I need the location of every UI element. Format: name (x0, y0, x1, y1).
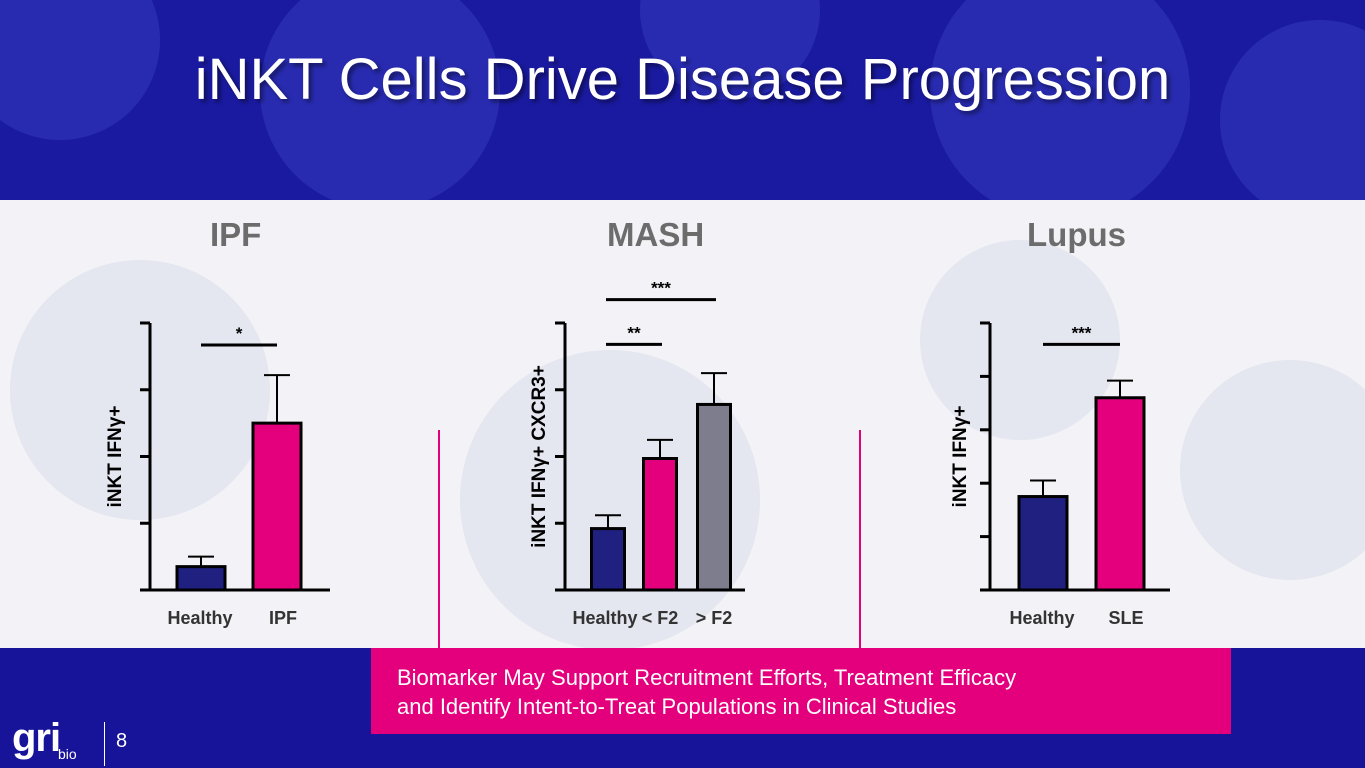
chart-1: Healthy < F2 > F2*****iNKT IFNγ+ CXCR3+ (529, 279, 745, 628)
company-logo: gri bio (12, 716, 77, 762)
chart-divider (438, 430, 440, 648)
category-label: IPF (269, 608, 297, 628)
bar-ipf (251, 421, 303, 592)
bar-healthy (175, 565, 227, 592)
header-band (0, 0, 1365, 200)
chart-title-ipf: IPF (210, 216, 262, 253)
category-label: > F2 (696, 608, 733, 628)
chart-title-mash: MASH (607, 216, 705, 253)
logo-wordmark: gri (12, 716, 61, 760)
callout-line-2: and Identify Intent-to-Treat Populations… (397, 694, 957, 719)
bar-healthy (590, 527, 626, 592)
y-axis-label: iNKT IFNγ+ (105, 406, 126, 508)
y-axis-label: iNKT IFNγ+ CXCR3+ (529, 365, 550, 548)
slide-title: iNKT Cells Drive Disease Progression (194, 47, 1171, 112)
significance-label: *** (1072, 323, 1092, 342)
category-label: Healthy (167, 608, 232, 628)
page-number: 8 (116, 730, 128, 752)
significance-label: ** (627, 323, 641, 342)
y-axis-label: iNKT IFNγ+ (950, 406, 971, 508)
logo-subtext: bio (58, 746, 77, 762)
logo-separator (104, 722, 105, 766)
decor-bubble (260, 0, 500, 200)
decor-bubble (930, 0, 1190, 200)
chart-divider (859, 430, 861, 648)
chart-0: Healthy IPF * iNKT IFNγ+ (105, 321, 330, 628)
bar-sle (1094, 396, 1146, 592)
bar-healthy (1017, 495, 1069, 592)
category-label: < F2 (642, 608, 679, 628)
callout-line-1: Biomarker May Support Recruitment Effort… (397, 665, 1017, 690)
category-label: Healthy (1009, 608, 1074, 628)
significance-label: *** (651, 279, 671, 298)
callout-box: Biomarker May Support Recruitment Effort… (371, 648, 1231, 734)
category-label: Healthy (572, 608, 637, 628)
bar-f2 (696, 402, 732, 592)
chart-title-lupus: Lupus (1027, 216, 1126, 253)
chart-2: Healthy SLE *** iNKT IFNγ+ (950, 321, 1170, 628)
significance-label: * (236, 324, 243, 343)
decor-bubble (920, 240, 1120, 440)
decor-bubble (1180, 360, 1365, 580)
bar-f2 (642, 457, 678, 592)
category-label: SLE (1108, 608, 1143, 628)
